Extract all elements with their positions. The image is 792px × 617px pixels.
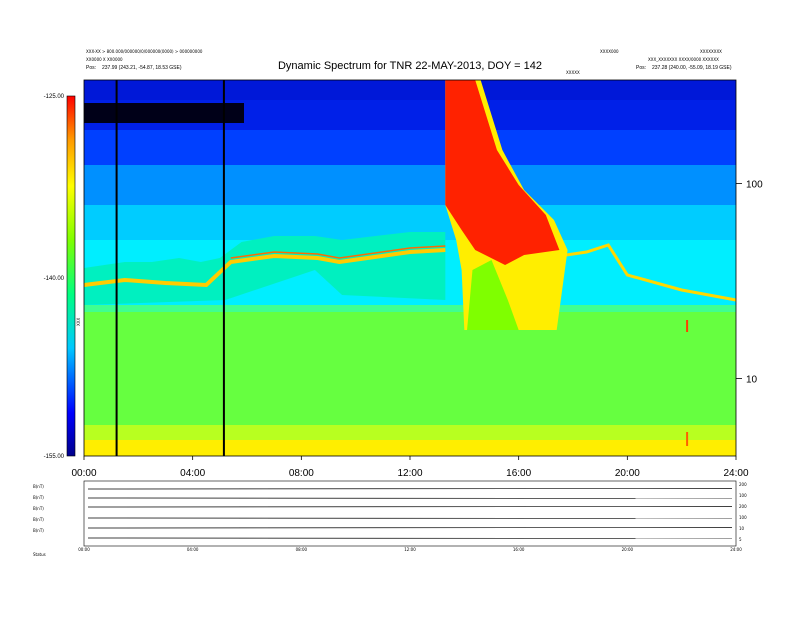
bottom-x-tick-1: 04:00 (187, 547, 199, 552)
spike-mark-upper (686, 320, 689, 332)
colorbar-label: XXX (76, 318, 81, 326)
bottom-x-tick-6: 24:00 (730, 547, 742, 552)
bottom-panel-label-2: B(nT) (33, 506, 44, 511)
y-tick-label-0: 10 (746, 374, 758, 385)
post-burst-streak (545, 243, 737, 302)
plateau-streak (83, 248, 446, 288)
header-left-line2: XX0000 X XX0000 (86, 57, 123, 62)
bottom-trace-3 (87, 517, 733, 519)
plateau-streak-core (230, 245, 446, 259)
colorbar-tick-mid: -140.00 (44, 276, 65, 282)
burst-core (445, 80, 560, 265)
bottom-x-tick-2: 08:00 (296, 547, 308, 552)
y-tick-label-1: 100 (746, 180, 763, 191)
dark-band-early (84, 103, 244, 123)
bottom-panels: B(nT) B(nT) B(nT) B(nT) B(nT) 200 100 200 100 10 5… (33, 480, 747, 557)
x-tick-label-4: 16:00 (506, 468, 531, 479)
header-left-pos-label: Pos: (86, 65, 96, 71)
bottom-trace-5 (87, 537, 733, 539)
x-tick-label-0: 00:00 (71, 468, 96, 479)
x-tick-label-2: 08:00 (289, 468, 314, 479)
spike-mark-lower (686, 432, 689, 446)
x-axis: 00:00 04:00 08:00 12:00 16:00 20:00 24:00 (71, 456, 749, 479)
spectrum-band-9 (84, 440, 736, 456)
bottom-x-tick-4: 16:00 (513, 547, 525, 552)
header-left-pos-value: 237.99 (243.21, -54.87, 18.53 GSE) (102, 65, 182, 71)
spectrum-band-0 (84, 80, 736, 100)
bottom-panel-label-4: B(nT) (33, 528, 44, 533)
colorbar-tick-bottom: -155.00 (44, 454, 65, 460)
bottom-x-tick-5: 20:00 (622, 547, 634, 552)
bottom-right-tick-2: 200 (739, 504, 747, 509)
bottom-x-tick-3: 12:00 (404, 547, 416, 552)
header-left-line1: XXX-XX > 800.000/000000/0/000000(0000) >… (86, 49, 203, 54)
chart-title: Dynamic Spectrum for TNR 22-MAY-2013, DO… (278, 60, 542, 72)
header-right-small: XXXXX (566, 70, 580, 75)
x-tick-label-1: 04:00 (180, 468, 205, 479)
plateau-region (84, 232, 446, 305)
bottom-trace-4 (87, 527, 733, 529)
header-right-line1: XXXX000 (600, 49, 619, 54)
bottom-panel-label-0: B(nT) (33, 484, 44, 489)
bottom-trace-0 (87, 488, 733, 490)
bottom-panel-label-1: B(nT) (33, 495, 44, 500)
bottom-right-tick-3: 100 (739, 515, 747, 520)
spectrogram-plot (83, 79, 737, 457)
bottom-right-tick-4: 10 (739, 526, 745, 531)
header-right-line2: XXX_XXXXXXX XXXX/0000 XXXXXX (648, 57, 719, 62)
header-right-line1b: XXXXXXXX (700, 49, 722, 54)
burst-tail (467, 260, 519, 330)
bottom-panel-label-3: B(nT) (33, 517, 44, 522)
bottom-right-tick-0: 200 (739, 482, 747, 487)
spectrum-band-3 (84, 165, 736, 205)
colorbar (66, 95, 76, 457)
spectrum-band-6 (84, 305, 736, 312)
bottom-right-tick-1: 100 (739, 493, 747, 498)
header-right-pos-label: Pos: (636, 65, 646, 71)
bottom-footer-label: Status (33, 552, 46, 557)
bottom-trace-2 (87, 506, 733, 508)
header-right-pos-value: 237.28 (240.00, -55.09, 18.19 GSE) (652, 65, 732, 71)
bottom-panel-frame (83, 480, 737, 547)
spectrum-band-8 (84, 425, 736, 440)
x-tick-label-6: 24:00 (723, 468, 748, 479)
spectrum-band-2 (84, 130, 736, 165)
x-tick-label-3: 12:00 (397, 468, 422, 479)
bottom-x-tick-0: 00:00 (78, 547, 90, 552)
colorbar-tick-top: -125.00 (44, 94, 65, 100)
bottom-right-tick-5: 5 (739, 537, 742, 542)
spectrum-band-7 (84, 312, 736, 425)
y-axis-right: 10 100 (736, 180, 763, 385)
bottom-trace-1 (87, 497, 733, 499)
x-tick-label-5: 20:00 (615, 468, 640, 479)
